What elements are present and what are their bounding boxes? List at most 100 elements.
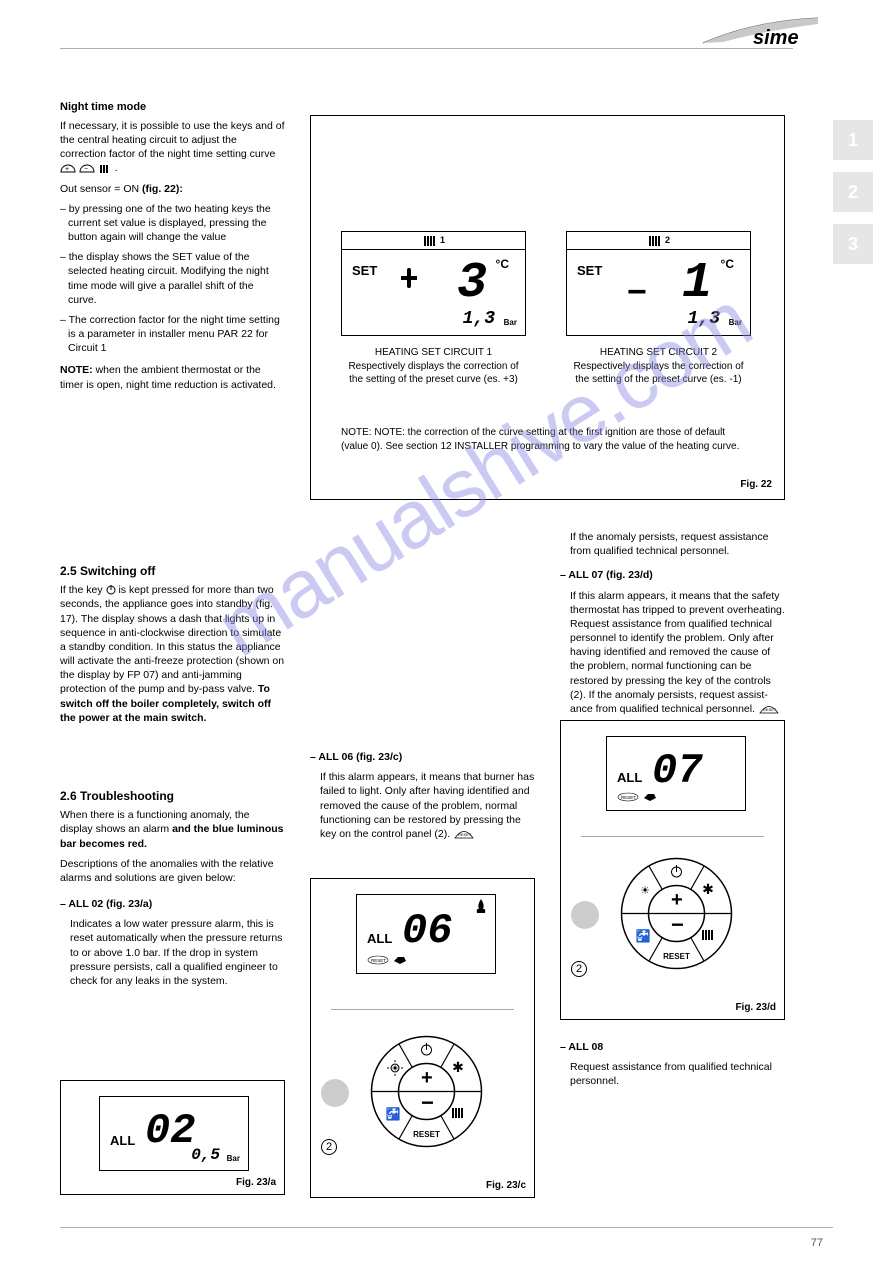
svg-text:−: − [421,1090,434,1115]
all02-body: Indicates a low water pressure alarm, th… [60,917,285,988]
radiator-icon [422,235,438,247]
svg-text:RESET: RESET [663,952,690,961]
svg-text:+: + [65,166,69,173]
trouble-p1: When there is a functioning anomaly, the… [60,808,285,851]
bottom-rule [60,1227,833,1228]
lcd23d-all: ALL [617,769,642,787]
trouble-p2: Descriptions of the anomalies with the r… [60,857,285,885]
indicator-dot [571,901,599,929]
all06-body: If this alarm appears, it means that bur… [310,770,535,841]
lcd1-bar: Bar [504,318,517,329]
lcd2-pressure: 1,3 [688,307,720,331]
fig23d-label: Fig. 23/d [735,1001,776,1015]
section-night-mode: Night time mode If necessary, it is poss… [60,100,285,398]
side-tab-3: 3 [833,224,873,264]
lcd2-unit: °C [721,256,734,272]
lcd23a-all: ALL [110,1132,135,1150]
lcd23d-code: 07 [652,743,702,800]
lcd23a-pressure: 0,5 [191,1145,220,1167]
section-right-top: If the anomaly persists, request assist­… [560,530,785,722]
heading-night-mode: Night time mode [60,100,285,115]
all02-head: – ALL 02 (fig. 23/a) [60,897,285,911]
lcd-23d: ALL 07 RESET [606,736,746,811]
svg-text:☀: ☀ [640,885,650,897]
callout-2: 2 [571,961,587,977]
lcd1-pressure: 1,3 [463,307,495,331]
control-ring-23c: + − ☀ ✱ 🚰 RESET [369,1034,484,1154]
lcd23c-all: ALL [367,930,392,948]
svg-text:🚰: 🚰 [386,1107,401,1121]
figure-23c-box: ALL 06 RESET + − [310,878,535,1198]
fig23a-label: Fig. 23/a [236,1176,276,1190]
brand-logo: sime [698,16,828,55]
svg-text:RESET: RESET [458,832,472,837]
svg-text:RESET: RESET [763,707,777,712]
section-switching-off: 2.5 Switching off If the key is kept pre… [60,555,285,731]
svg-text:−: − [84,166,88,173]
all06-head: – ALL 06 (fig. 23/c) [310,750,535,764]
lcd-23a: ALL 02 0,5 Bar [99,1096,249,1171]
all08-body: Request assistance from qualified techni… [560,1060,785,1088]
right-p1: If the anomaly persists, request assist­… [560,530,785,558]
hand-icon [392,953,408,970]
svg-text:+: + [421,1067,433,1089]
radiator-icon [647,235,663,247]
indicator-dot [321,1079,349,1107]
section-troubleshooting: 2.6 Troubleshooting When there is a func… [60,780,285,994]
caption-circuit-2: HEATING SET CIRCUIT 2 Respectively displ… [566,346,751,387]
switching-off-text: If the key is kept pressed for more than… [60,583,285,725]
power-icon [106,585,116,595]
lcd23a-code: 02 [145,1103,195,1160]
reset-icon: RESET [367,955,389,970]
lcd23c-code: 06 [402,903,452,960]
flame-icon [475,899,487,918]
figure-23d-box: ALL 07 RESET + − ☀ [560,720,785,1020]
lcd1-unit: °C [496,256,509,272]
figure-23a-box: ALL 02 0,5 Bar Fig. 23/a [60,1080,285,1195]
svg-text:RESET: RESET [371,958,386,963]
svg-text:✱: ✱ [702,881,714,897]
svg-text:🚰: 🚰 [636,929,651,943]
control-ring-23d: + − ☀ ✱ 🚰 RESET [619,856,734,976]
lcd2-set-label: SET [577,262,602,280]
fig22-label: Fig. 22 [740,478,772,492]
reset-key-icon: RESET [453,829,475,839]
svg-text:✱: ✱ [452,1059,464,1075]
section-all08: – ALL 08 Request assistance from qualifi… [560,1040,785,1095]
lcd1-set-label: SET [352,262,377,280]
section-all06: – ALL 06 (fig. 23/c) If this alarm appea… [310,750,535,847]
reset-key-icon: RESET [758,704,780,714]
bullet-1: – by pressing one of the two heating key… [60,202,285,245]
hand-icon [642,790,658,807]
heading-troubleshooting: 2.6 Troubleshooting [60,788,285,804]
night-note: NOTE: when the ambient thermostat or the… [60,363,285,391]
side-tab-2: 2 [833,172,873,212]
figure-22-box: 1 SET 3 °C 1,3 Bar 2 SET − 1 °C 1,3 Bar … [310,115,785,500]
lcd-panel-2: 2 SET − 1 °C 1,3 Bar [566,231,751,336]
lcd23a-bar: Bar [227,1154,240,1165]
divider [581,836,764,837]
side-tab-1: 1 [833,120,873,160]
lcd2-bar: Bar [729,318,742,329]
lcd2-sign: − [627,270,647,316]
all07-head: – ALL 07 (fig. 23/d) [560,568,785,582]
lcd2-header: 2 [567,232,750,250]
svg-text:−: − [671,912,684,937]
divider [331,1009,514,1010]
callout-2: 2 [321,1139,337,1155]
svg-text:RESET: RESET [413,1130,440,1139]
top-rule [60,48,793,49]
lcd1-sign [397,262,421,300]
svg-text:sime: sime [753,27,799,49]
out-sensor-note: Out sensor = ON (fig. 22): [60,182,285,196]
svg-text:☀: ☀ [390,1063,400,1075]
fig22-note: NOTE: NOTE: the correction of the curve … [341,426,754,453]
bullet-2: – the display shows the SET value of the… [60,250,285,307]
lcd1-header: 1 [342,232,525,250]
caption-circuit-1: HEATING SET CIRCUIT 1 Respectively displ… [341,346,526,387]
fig23c-label: Fig. 23/c [486,1179,526,1193]
all07-body: If this alarm appears, it means that the… [560,589,785,717]
lcd-23c: ALL 06 RESET [356,894,496,974]
bullet-3: – The correction factor for the night ti… [60,313,285,356]
all08-head: – ALL 08 [560,1040,785,1054]
